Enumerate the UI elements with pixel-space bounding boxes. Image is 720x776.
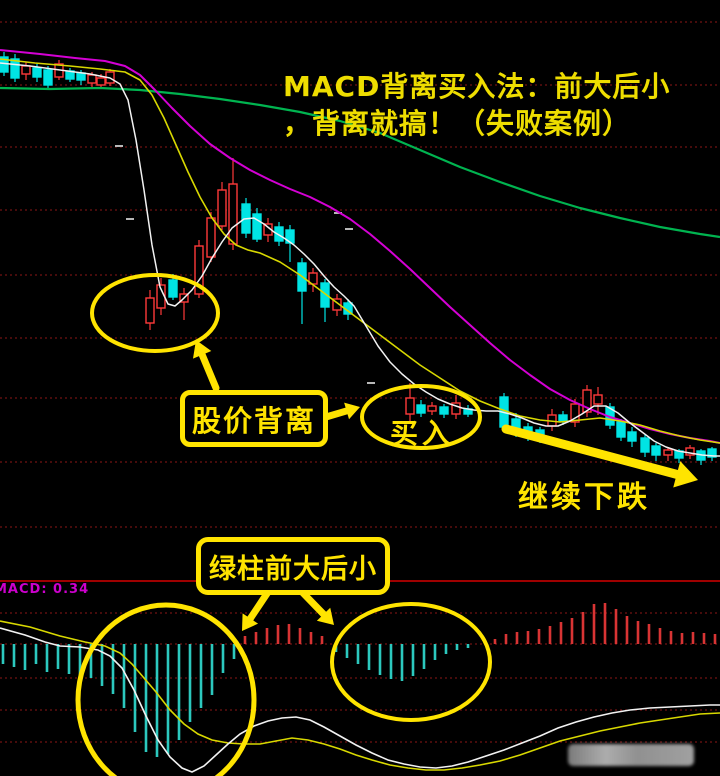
chart-title-line1: MACD背离买入法：前大后小 <box>283 70 671 103</box>
ma20-line <box>0 49 720 444</box>
candle-body <box>439 406 449 415</box>
candle-body <box>332 298 342 311</box>
candle-body <box>194 245 204 295</box>
annotation-shapes-layer <box>75 273 698 776</box>
candle-body <box>651 445 661 456</box>
candle-body <box>21 65 31 75</box>
macd-layer <box>0 603 720 773</box>
candle-body <box>252 213 262 240</box>
candle-body <box>707 448 717 458</box>
arrow-shaft <box>322 407 351 421</box>
price-divergence-label: 股价背离 <box>191 403 316 438</box>
watermark-blur <box>568 744 694 766</box>
candle-body <box>43 69 53 86</box>
price-divergence-callout-box: 股价背离 <box>180 390 328 447</box>
candle-body <box>616 421 626 438</box>
buy-label: 买入 <box>390 417 455 450</box>
candle-body <box>145 297 155 324</box>
candle-body <box>168 279 178 298</box>
highlight-ellipse <box>330 602 492 722</box>
arrow-shaft <box>198 351 220 392</box>
ma5-line <box>0 62 720 457</box>
arrow-head <box>673 461 698 488</box>
candle-body <box>427 405 437 412</box>
ma10-line <box>0 58 720 444</box>
macd-indicator-readout: MACD: 0.34 <box>0 582 90 597</box>
arrow-head <box>242 613 259 631</box>
ma-lines-layer <box>0 49 720 457</box>
green-bars-label: 绿柱前大后小 <box>209 553 377 585</box>
highlight-ellipse <box>90 273 220 353</box>
dea-line <box>0 620 720 771</box>
arrow-shaft <box>299 589 328 618</box>
candle-body <box>627 431 637 442</box>
arrow-shaft <box>246 588 272 623</box>
candle-body <box>96 77 106 86</box>
candle-body <box>558 414 568 422</box>
chart-title-line2: ，背离就搞！（失败案例） <box>283 107 632 140</box>
candle-body <box>320 282 330 308</box>
candle-body <box>32 67 42 78</box>
grid-layer <box>0 21 720 743</box>
candle-body <box>685 447 695 456</box>
chart-title: MACD背离买入法：前大后小 ，背离就搞！（失败案例） <box>283 68 670 142</box>
candle-body <box>217 189 227 227</box>
highlight-ellipse <box>360 384 482 450</box>
arrow-shaft <box>501 424 682 479</box>
candle-body <box>416 404 426 414</box>
green-bars-callout-box: 绿柱前大后小 <box>196 537 390 595</box>
arrow-head <box>316 607 334 625</box>
continue-down-label: 继续下跌 <box>518 480 650 515</box>
candle-body <box>593 394 603 405</box>
candle-body <box>206 217 216 258</box>
candle-body <box>663 449 673 456</box>
candle-body <box>76 72 86 81</box>
candle-body <box>10 58 20 79</box>
candle-body <box>405 397 415 415</box>
highlight-ellipse <box>75 602 257 776</box>
candle-body <box>640 437 650 453</box>
candle-body <box>274 226 284 242</box>
candle-body <box>451 402 461 415</box>
arrow-head <box>344 402 360 420</box>
ma60-line <box>0 86 720 239</box>
candle-body <box>570 403 580 423</box>
dif-line <box>0 627 720 773</box>
arrow-head <box>192 340 212 359</box>
candle-body <box>582 389 592 413</box>
candle-body <box>87 74 97 84</box>
candle-body <box>228 183 238 245</box>
